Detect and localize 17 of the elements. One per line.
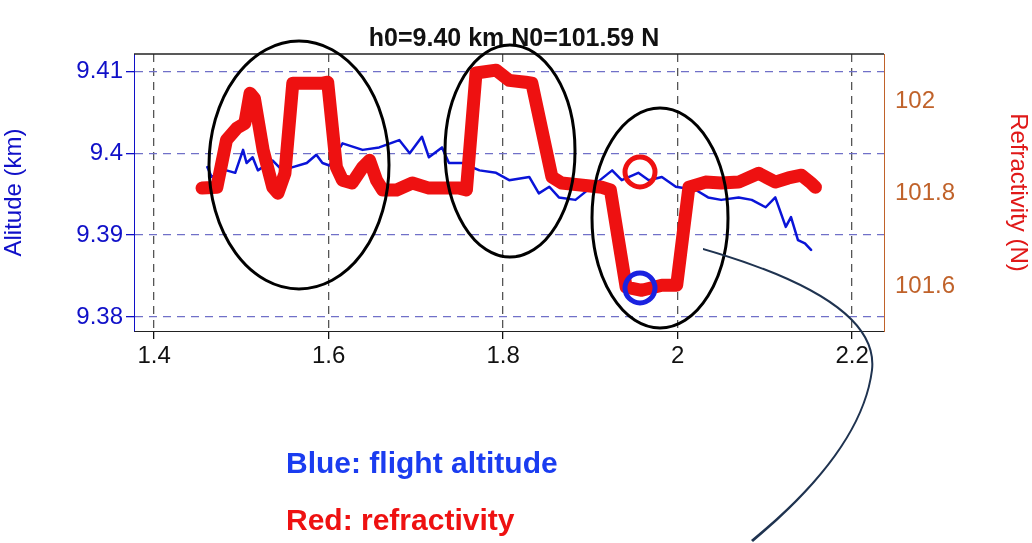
y-tick-label: 9.4 <box>89 137 123 165</box>
y-tick-label: 9.39 <box>76 219 123 247</box>
y-tick-label: 9.41 <box>76 55 123 83</box>
x-tick-label: 2 <box>670 341 685 369</box>
y2-tick-label: 101.6 <box>895 270 956 298</box>
x-tick-label: 1.8 <box>486 341 520 369</box>
y2-axis-title: Refractivity (N) <box>1005 113 1032 272</box>
text: Blue: flight altitude <box>286 446 558 480</box>
x-tick-label: 1.4 <box>137 341 171 369</box>
chart-title: h0=9.40 km N0=101.59 N <box>368 23 660 52</box>
x-tick-label: 2.2 <box>835 341 869 369</box>
text: Red: refractivity <box>286 503 515 537</box>
y2-tick-label: 101.8 <box>895 178 956 206</box>
y2-tick-label: 102 <box>895 85 936 113</box>
y-tick-label: 9.38 <box>76 301 123 329</box>
x-tick-label: 1.6 <box>311 341 346 369</box>
y-axis-title: Alitude (km) <box>0 128 27 257</box>
